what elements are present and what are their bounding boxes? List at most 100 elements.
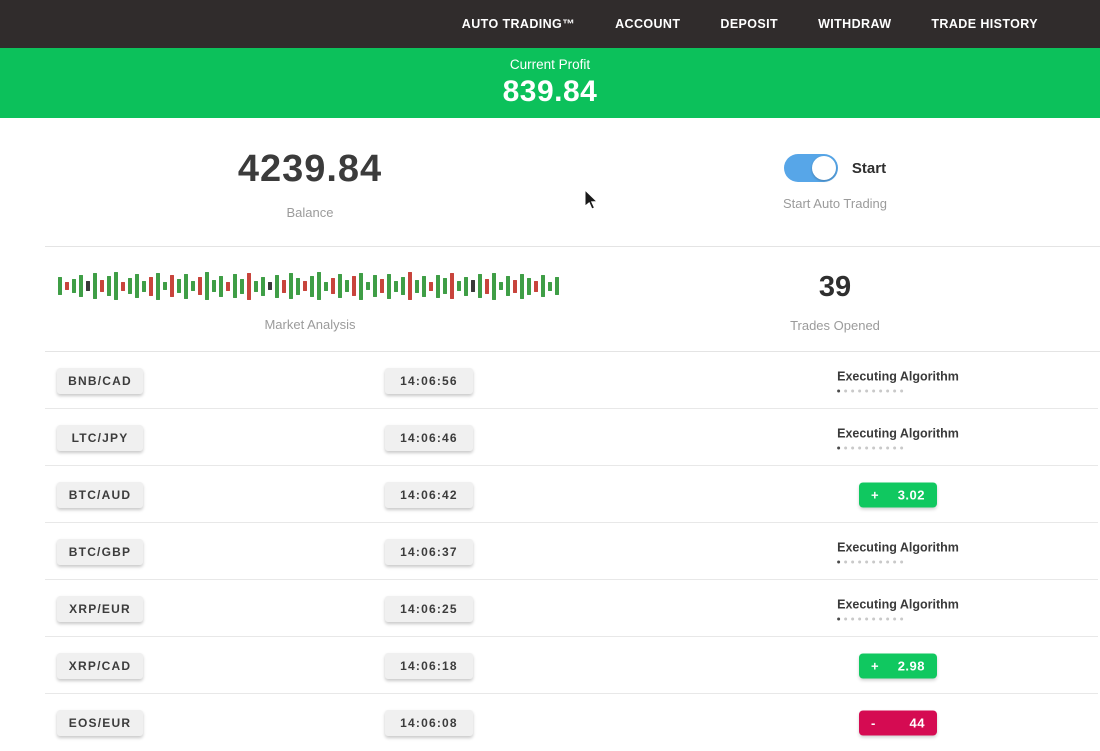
chart-bar	[422, 275, 426, 297]
nav-item-trade-history[interactable]: TRADE HISTORY	[931, 17, 1038, 31]
loading-dot	[851, 446, 855, 449]
trade-pair-badge: BTC/GBP	[57, 538, 143, 565]
chart-bar	[401, 277, 405, 295]
auto-trading-toggle[interactable]	[783, 154, 838, 182]
loading-dot	[837, 446, 841, 449]
trade-pair-badge: EOS/EUR	[57, 709, 143, 736]
chart-bar	[212, 280, 216, 292]
row-divider	[45, 636, 1098, 637]
chart-bar	[352, 276, 356, 296]
loading-dots	[837, 617, 959, 620]
chart-bar	[72, 279, 76, 293]
loading-dots	[837, 560, 959, 563]
trade-time-badge: 14:06:18	[385, 652, 473, 679]
row-divider	[45, 579, 1098, 580]
trade-time-badge: 14:06:42	[385, 481, 473, 508]
result-sign: -	[871, 715, 876, 730]
chart-bar	[534, 280, 538, 292]
chart-bar	[457, 281, 461, 291]
loading-dots	[837, 446, 959, 449]
chart-bar	[170, 275, 174, 297]
chart-bar	[184, 273, 188, 299]
result-value: 3.02	[897, 487, 925, 502]
loading-dot	[872, 389, 876, 392]
trade-row: BTC/AUD 14:06:42 +3.02	[0, 466, 1100, 523]
chart-bar	[464, 276, 468, 296]
loading-dot	[879, 389, 883, 392]
result-sign: +	[871, 487, 880, 502]
chart-bar	[275, 274, 279, 298]
result-value: 2.98	[897, 658, 925, 673]
market-analysis-label: Market Analysis	[264, 317, 356, 332]
chart-bar	[338, 274, 342, 298]
nav-item-withdraw[interactable]: WITHDRAW	[818, 17, 892, 31]
toggle-label: Start	[851, 159, 887, 177]
loading-dot	[865, 560, 869, 563]
trade-time-badge: 14:06:37	[385, 538, 473, 565]
loading-dot	[865, 389, 869, 392]
loading-dot	[851, 617, 855, 620]
chart-bar	[429, 281, 433, 291]
loading-dot	[886, 389, 890, 392]
trade-time-badge: 14:06:25	[385, 595, 473, 622]
loading-dot	[865, 446, 869, 449]
chart-bar	[93, 273, 97, 299]
trade-row: BNB/CAD 14:06:56 Executing Algorithm	[0, 352, 1100, 409]
trade-time-badge: 14:06:08	[385, 709, 473, 736]
chart-bar	[240, 278, 244, 294]
trade-row: XRP/EUR 14:06:25 Executing Algorithm	[0, 580, 1100, 637]
chart-bar	[541, 275, 545, 297]
chart-bar	[499, 282, 503, 290]
chart-bar	[100, 280, 104, 292]
row-divider	[45, 522, 1098, 523]
chart-bar	[548, 281, 552, 291]
executing-label: Executing Algorithm	[837, 369, 959, 383]
profit-badge: +2.98	[859, 653, 937, 678]
loading-dots	[837, 389, 959, 392]
market-section: Market Analysis 39 Trades Opened	[0, 247, 1100, 351]
loading-dot	[893, 560, 897, 563]
loading-dot	[858, 560, 862, 563]
chart-bar	[135, 274, 139, 298]
chart-bar	[555, 277, 559, 295]
loading-dot	[872, 617, 876, 620]
chart-bar	[303, 281, 307, 291]
trade-time-badge: 14:06:46	[385, 424, 473, 451]
loading-dot	[844, 446, 848, 449]
loading-dot	[893, 446, 897, 449]
chart-bar	[79, 275, 83, 297]
row-divider	[45, 408, 1098, 409]
chart-bar	[163, 282, 167, 290]
trade-pair-badge: LTC/JPY	[57, 424, 143, 451]
chart-bar	[520, 273, 524, 299]
chart-bar	[387, 273, 391, 299]
toggle-sublabel: Start Auto Trading	[782, 196, 888, 211]
row-divider	[45, 465, 1098, 466]
chart-bar	[261, 276, 265, 296]
result-sign: +	[871, 658, 880, 673]
executing-label: Executing Algorithm	[837, 540, 959, 554]
profit-label: Current Profit	[509, 57, 591, 72]
chart-bar	[394, 280, 398, 292]
loading-dot	[872, 560, 876, 563]
nav-item-auto-trading[interactable]: AUTO TRADING™	[461, 17, 576, 31]
chart-bar	[317, 272, 321, 300]
executing-label: Executing Algorithm	[837, 597, 959, 611]
chart-bar	[450, 273, 454, 299]
chart-bar	[478, 274, 482, 298]
trade-time-badge: 14:06:56	[385, 367, 473, 394]
loading-dot	[893, 389, 897, 392]
chart-bar	[128, 278, 132, 294]
loading-dot	[872, 446, 876, 449]
chart-bar	[359, 272, 363, 300]
nav-item-account[interactable]: ACCOUNT	[615, 17, 681, 31]
loading-dot	[900, 389, 904, 392]
chart-bar	[296, 277, 300, 295]
trade-row: LTC/JPY 14:06:46 Executing Algorithm	[0, 409, 1100, 466]
chart-bar	[198, 277, 202, 295]
nav-item-deposit[interactable]: DEPOSIT	[720, 17, 779, 31]
chart-bar	[492, 272, 496, 300]
section-divider	[45, 246, 1100, 247]
trades-opened-count: 39	[818, 271, 852, 303]
loading-dot	[844, 389, 848, 392]
